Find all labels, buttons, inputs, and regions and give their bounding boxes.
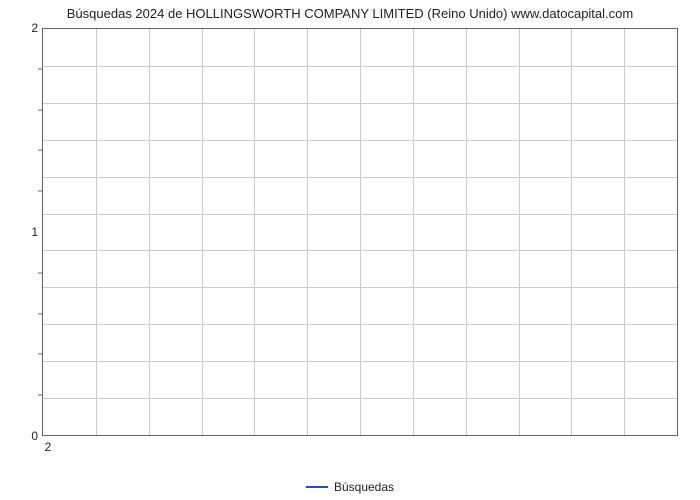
- gridline-v: [519, 29, 520, 435]
- gridline-v: [624, 29, 625, 435]
- chart-title: Búsquedas 2024 de HOLLINGSWORTH COMPANY …: [0, 6, 700, 21]
- xtick-label-0: 2: [45, 440, 52, 454]
- gridline-v: [202, 29, 203, 435]
- gridline-v: [571, 29, 572, 435]
- gridline-v: [307, 29, 308, 435]
- line-chart: Búsquedas 2024 de HOLLINGSWORTH COMPANY …: [0, 0, 700, 500]
- ytick-minor: [38, 191, 42, 192]
- ytick-minor: [38, 354, 42, 355]
- ytick-minor: [38, 150, 42, 151]
- gridline-v: [413, 29, 414, 435]
- ytick-label-2: 2: [8, 21, 38, 35]
- gridline-v: [96, 29, 97, 435]
- legend: Búsquedas: [0, 479, 700, 494]
- legend-label: Búsquedas: [334, 480, 394, 494]
- ytick-minor: [38, 395, 42, 396]
- ytick-minor: [38, 272, 42, 273]
- ytick-minor: [38, 68, 42, 69]
- gridline-v: [254, 29, 255, 435]
- gridline-v: [149, 29, 150, 435]
- gridline-v: [360, 29, 361, 435]
- ytick-label-0: 0: [8, 429, 38, 443]
- ytick-minor: [38, 109, 42, 110]
- ytick-minor: [38, 313, 42, 314]
- ytick-label-1: 1: [8, 225, 38, 239]
- plot-area: [42, 28, 678, 436]
- gridline-v: [466, 29, 467, 435]
- legend-swatch-icon: [306, 486, 328, 488]
